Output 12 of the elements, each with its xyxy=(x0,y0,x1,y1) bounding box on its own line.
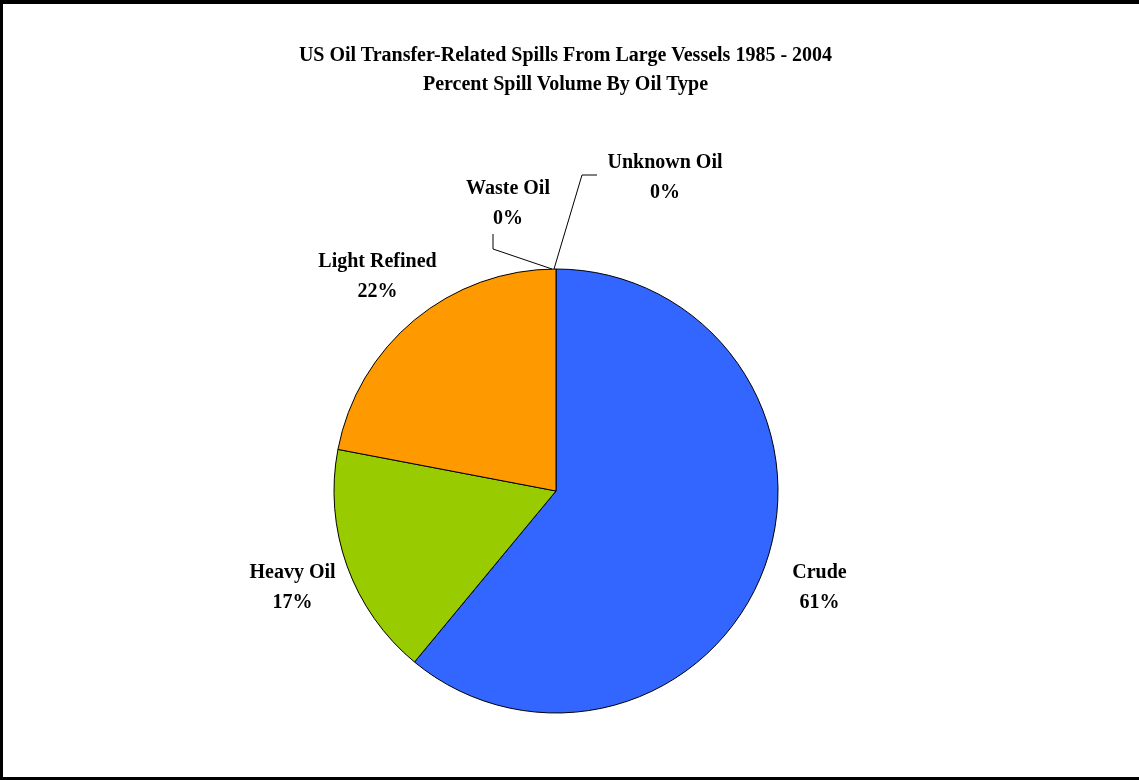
slice-label: Light Refined xyxy=(318,249,437,273)
data-label: 17% xyxy=(272,589,313,612)
chart-title: US Oil Transfer-Related Spills From Large Vessels 1985 - 2004 xyxy=(297,42,834,68)
category-label: Waste Oil xyxy=(466,176,550,198)
slice-label: Crude xyxy=(792,559,847,582)
text: 0% xyxy=(493,206,523,228)
chart-subtitle: Percent Spill Volume By Oil Type xyxy=(422,71,709,97)
category-label: Unknown Oil xyxy=(607,150,723,172)
data-label: 61% xyxy=(799,589,840,612)
slice-label: Heavy Oil xyxy=(249,559,337,583)
text: 0% xyxy=(650,180,680,202)
data-label: 22% xyxy=(357,279,398,302)
